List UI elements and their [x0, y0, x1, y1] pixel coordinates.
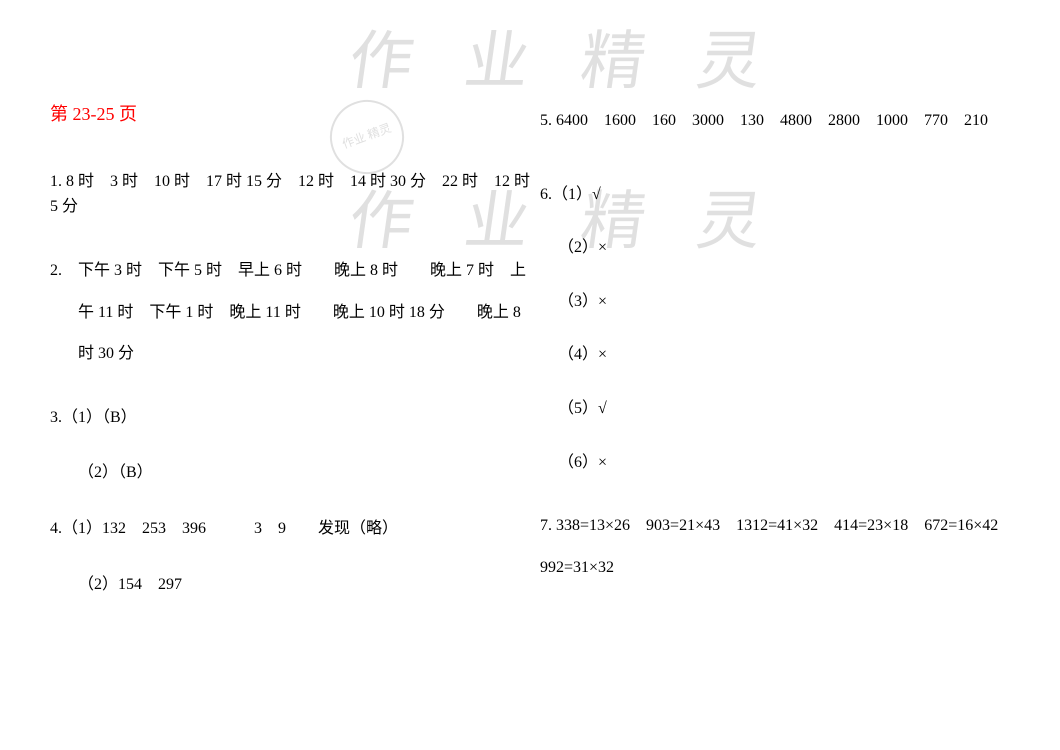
question-3: 3.（1）（B） （2）（B） — [50, 405, 530, 486]
right-column: 5. 6400 1600 160 3000 130 4800 2800 1000… — [540, 100, 1010, 627]
q6-sub3: （3）× — [540, 289, 1010, 315]
question-6: 6.（1）√ （2）× （3）× （4）× （5）√ （6）× — [540, 182, 1010, 476]
q2-text: 2. 下午 3 时 下午 5 时 早上 6 时 晚上 8 时 晚上 7 时 上午… — [50, 250, 530, 375]
q6-sub1: 6.（1）√ — [540, 186, 601, 203]
content-wrapper: 第 23-25 页 1. 8 时 3 时 10 时 17 时 15 分 12 时… — [0, 0, 1060, 627]
question-7: 7. 338=13×26 903=21×43 1312=41×32 414=23… — [540, 505, 1010, 588]
page-title: 第 23-25 页 — [50, 100, 530, 129]
q3-sub1: 3.（1）（B） — [50, 409, 137, 426]
q3-sub2: （2）（B） — [50, 460, 530, 486]
q6-sub5: （5）√ — [540, 396, 1010, 422]
q4-sub1: 4.（1）132 253 396 3 9 发现（略） — [50, 520, 398, 537]
q6-sub2: （2）× — [540, 235, 1010, 261]
question-4: 4.（1）132 253 396 3 9 发现（略） （2）154 297 — [50, 516, 530, 597]
question-5: 5. 6400 1600 160 3000 130 4800 2800 1000… — [540, 100, 1010, 142]
q4-sub2: （2）154 297 — [50, 572, 530, 598]
left-column: 第 23-25 页 1. 8 时 3 时 10 时 17 时 15 分 12 时… — [50, 100, 530, 627]
question-2: 2. 下午 3 时 下午 5 时 早上 6 时 晚上 8 时 晚上 7 时 上午… — [50, 250, 530, 375]
q6-sub4: （4）× — [540, 342, 1010, 368]
q6-sub6: （6）× — [540, 450, 1010, 476]
question-1: 1. 8 时 3 时 10 时 17 时 15 分 12 时 14 时 30 分… — [50, 169, 530, 220]
